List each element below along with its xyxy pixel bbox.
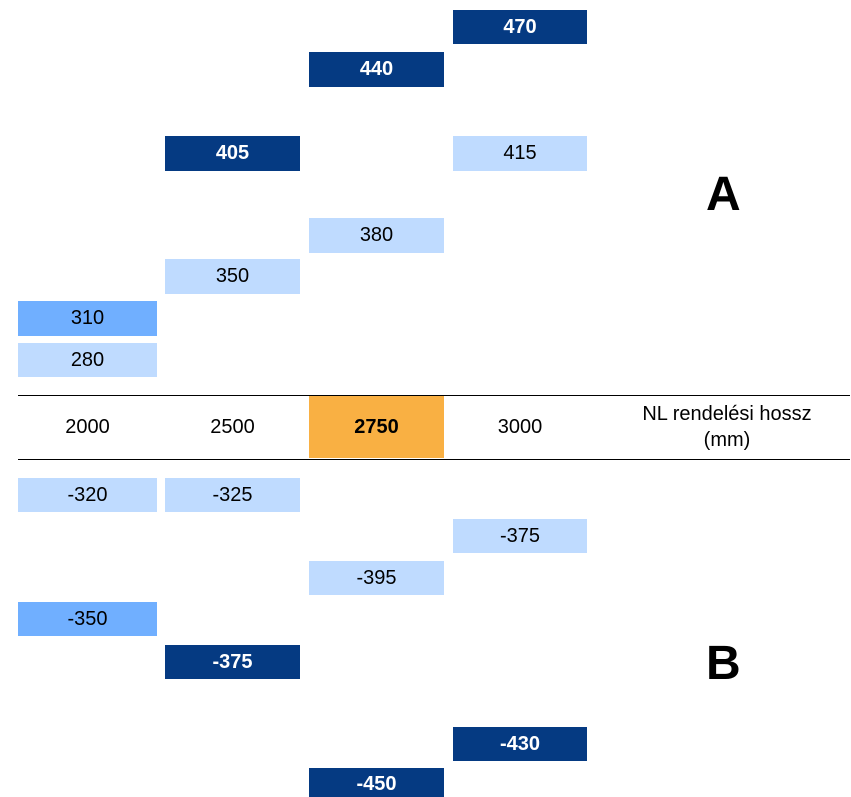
section-a-label: A [706, 168, 741, 221]
value-a-2000-high: 310 [18, 301, 157, 336]
length-axis-label: NL rendelési hossz (mm) [642, 403, 812, 451]
value-b-3000-high: -375 [453, 519, 587, 553]
section-b-label: B [706, 637, 741, 690]
length-2750-highlight: 2750 [309, 396, 444, 458]
value-a-3000-high: 470 [453, 10, 587, 44]
value-b-2000-low: -350 [18, 602, 157, 636]
value-a-2000-low: 280 [18, 343, 157, 377]
value-b-2750-low: -450 [309, 768, 444, 797]
axis-bottom-rule [18, 459, 850, 460]
value-b-2750-high: -395 [309, 561, 444, 595]
value-a-2500-high: 405 [165, 136, 300, 171]
value-a-2750-low: 380 [309, 218, 444, 253]
value-b-2000-high: -320 [18, 478, 157, 512]
value-a-2500-low: 350 [165, 259, 300, 294]
length-2000: 2000 [65, 415, 110, 438]
axis-top-rule [18, 395, 850, 396]
value-b-2500-high: -325 [165, 478, 300, 512]
value-a-2750-high: 440 [309, 52, 444, 87]
value-b-3000-low: -430 [453, 727, 587, 761]
length-2500: 2500 [210, 415, 255, 438]
value-a-3000-low: 415 [453, 136, 587, 171]
value-b-2500-low: -375 [165, 645, 300, 679]
length-3000: 3000 [497, 415, 543, 438]
